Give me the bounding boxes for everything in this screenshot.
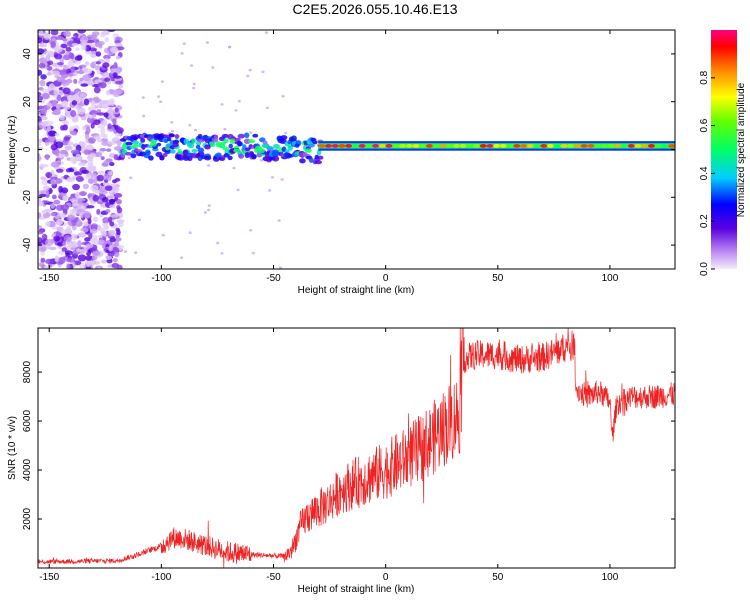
snr-x-tick-label: 100	[602, 572, 619, 583]
snr-plot-area	[38, 328, 675, 568]
snr-x-tick-label: 50	[492, 572, 504, 583]
snr-x-tick-label: 0	[383, 572, 389, 583]
colorbar-tick-label: 0.4	[699, 166, 710, 180]
spectrogram-x-tick-label: 0	[383, 273, 389, 284]
colorbar-tick-label: 0.2	[699, 214, 710, 228]
snr-y-tick-label: 8000	[22, 361, 33, 384]
snr-x-axis-label: Height of straight line (km)	[298, 584, 415, 595]
colorbar-label: Normalized spectral amplitude	[736, 82, 747, 217]
spectrogram-x-tick-label: -50	[266, 273, 281, 284]
heatmap-region-noise	[38, 30, 291, 269]
spectrogram-panel: -150 -100 -50 0 50 100 -40 -20 0 20 40 Height of …	[7, 29, 676, 296]
heatmap-region-scattered-band	[118, 132, 324, 165]
snr-y-axis-label: SNR (10 * v/v)	[7, 416, 18, 480]
spectrogram-x-tick-label: -150	[39, 273, 59, 284]
spectrogram-y-tick-label: -20	[22, 190, 33, 205]
snr-y-tick-label: 2000	[22, 507, 33, 530]
spectrogram-y-tick-label: 0	[22, 146, 33, 152]
heatmap-region-narrow-line	[318, 141, 675, 151]
colorbar-tick-label: 0.8	[699, 70, 710, 84]
spectrogram-x-tick-label: 50	[492, 273, 504, 284]
colorbar-gradient	[711, 30, 737, 269]
colorbar-tick-label: 0.0	[699, 262, 710, 276]
snr-x-tick-label: -50	[266, 572, 281, 583]
snr-series-line	[38, 328, 675, 568]
snr-y-tick-label: 4000	[22, 458, 33, 481]
spectrogram-x-tick-label: 100	[602, 273, 619, 284]
spectrogram-y-tick-label: 40	[22, 48, 33, 60]
spectrogram-y-axis-label: Frequency (Hz)	[7, 116, 18, 185]
spectrogram-y-tick-label: -40	[22, 237, 33, 252]
spectrogram-y-tick-label: 20	[22, 96, 33, 108]
spectrogram-x-tick-label: -100	[151, 273, 171, 284]
figure-title: C2E5.2026.055.10.46.E13	[292, 1, 457, 17]
snr-y-tick-label: 6000	[22, 410, 33, 433]
snr-x-tick-label: -100	[151, 572, 171, 583]
colorbar-tick-label: 0.6	[699, 118, 710, 132]
snr-panel: -150 -100 -50 0 50 100 2000 4000 6000 8000 Heigh…	[7, 327, 676, 595]
colorbar: 0.0 0.2 0.4 0.6 0.8 Normalized spectral ampl…	[699, 30, 747, 276]
spectrogram-x-axis-label: Height of straight line (km)	[298, 285, 415, 296]
snr-x-tick-label: -150	[39, 572, 59, 583]
